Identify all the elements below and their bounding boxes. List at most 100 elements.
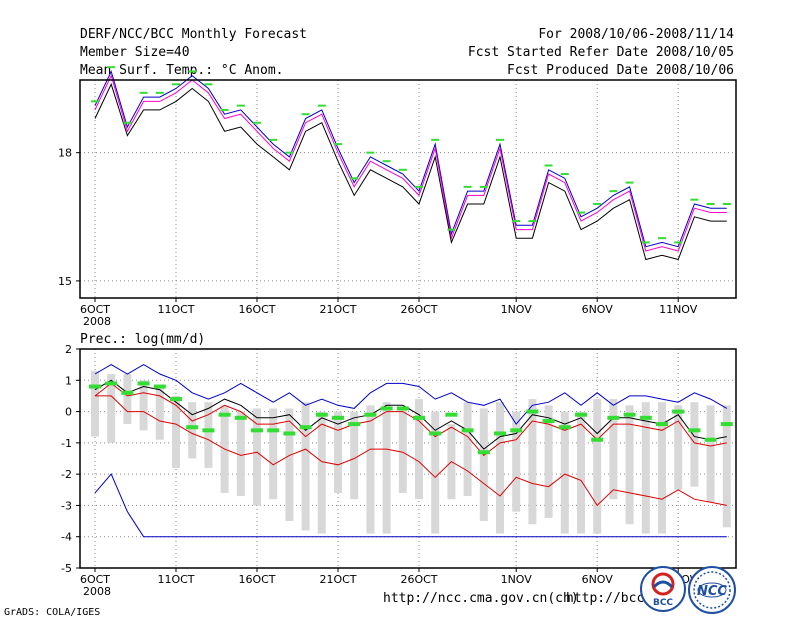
temp-observed-marker [204, 83, 213, 86]
temp-observed-marker [674, 241, 683, 244]
prec-xtick-label: 11OCT [157, 573, 194, 586]
prec-observed-marker [170, 397, 182, 402]
prec-observed-marker [494, 431, 506, 436]
temp-observed-marker [172, 83, 180, 86]
prec-observed-marker [315, 412, 328, 417]
prec-range-bar [431, 411, 440, 534]
prec-range-bar [415, 399, 423, 500]
temp-observed-marker [463, 185, 472, 188]
prec-observed-marker [137, 381, 150, 386]
prec-observed-marker [575, 412, 587, 417]
temp-xtick-label: 6NOV [582, 303, 614, 316]
temp-series-upper [94, 70, 727, 248]
prec-observed-marker [542, 418, 555, 423]
prec-range-bar [512, 411, 521, 512]
bcc-logo-text: BCC [653, 598, 673, 608]
prec-series-mean_sd [94, 382, 727, 457]
ncc-logo-mark: NCC [693, 571, 731, 609]
temp-observed-marker [301, 113, 310, 116]
prec-range-bar [479, 408, 488, 522]
temp-observed-marker [593, 202, 602, 205]
temp-observed-marker [317, 104, 326, 107]
prec-xtick-year: 2008 [83, 585, 111, 598]
footer-url-bcc[interactable]: http://bcc.c [566, 591, 660, 606]
prec-observed-marker [234, 415, 247, 420]
temp-observed-marker [609, 190, 618, 193]
prec-observed-marker [218, 412, 231, 417]
bcc-logo-mark: BCC [651, 572, 675, 608]
prec-ytick-label: -1 [61, 437, 72, 450]
temp-observed-marker [528, 220, 537, 223]
prec-range-bar [528, 399, 537, 525]
prec-observed-marker [623, 412, 636, 417]
prec-observed-marker [591, 437, 604, 442]
prec-observed-marker [445, 412, 458, 417]
temp-observed-marker [560, 173, 569, 176]
grads-credit: GrADS: COLA/IGES [4, 607, 101, 618]
prec-observed-marker [202, 428, 215, 433]
temp-xtick-year: 2008 [83, 315, 111, 328]
prec-range-bar [350, 411, 359, 500]
prec-observed-marker [105, 381, 118, 386]
prec-observed-marker [348, 422, 361, 427]
prec-xtick-label: 16OCT [238, 573, 275, 586]
temp-series-mean [94, 74, 727, 252]
temp-observed-marker [107, 66, 116, 69]
footer-url-ncc[interactable]: http://ncc.cma.gov.cn(ch) [383, 591, 579, 606]
prec-observed-marker [380, 406, 393, 411]
prec-xtick-label: 26OCT [400, 573, 437, 586]
chart-title: DERF/NCC/BCC Monthly Forecast [80, 27, 307, 42]
temp-observed-marker [496, 138, 504, 141]
temp-observed-marker [334, 143, 342, 146]
prec-ytick-label: 2 [65, 343, 72, 356]
prec-observed-marker [186, 425, 199, 430]
prec-range-bar [301, 402, 310, 531]
prec-range-bar [609, 399, 618, 500]
temp-xtick-label: 26OCT [400, 303, 437, 316]
prec-range-bar [172, 395, 180, 468]
prec-observed-marker [299, 425, 312, 430]
prec-observed-marker [672, 409, 685, 414]
prec-observed-marker [526, 409, 539, 414]
forecast-period: For 2008/10/06-2008/11/14 [538, 27, 734, 42]
temp-observed-marker [625, 181, 634, 184]
prec-range-bar [625, 405, 634, 525]
prec-observed-marker [607, 415, 620, 420]
temp-xtick-label: 1NOV [501, 303, 533, 316]
prec-range-bar [334, 411, 342, 493]
prec-range-bar [722, 405, 731, 528]
variable-label: Mean Surf. Temp.: °C Anom. [80, 63, 284, 78]
prec-observed-marker [364, 412, 377, 417]
prec-observed-marker [704, 437, 717, 442]
prec-range-bar [107, 374, 116, 443]
prec-observed-marker [251, 428, 263, 433]
member-size-label: Member Size=40 [80, 45, 190, 60]
prec-range-bar [560, 411, 569, 534]
prec-xtick-label: 6OCT [80, 573, 110, 586]
temp-observed-marker [722, 202, 731, 205]
temp-observed-marker [139, 91, 148, 94]
prec-ytick-label: -3 [61, 499, 72, 512]
prec-range-bar [463, 402, 472, 497]
prec-range-bar [253, 408, 261, 506]
prec-observed-marker [121, 390, 134, 395]
prec-observed-marker [639, 415, 652, 420]
prec-observed-marker [656, 422, 668, 427]
temp-observed-marker [431, 138, 440, 141]
prec-series-min [94, 473, 727, 538]
prec-observed-marker [283, 431, 296, 436]
prec-ytick-label: 0 [65, 406, 72, 419]
prec-range-bar [188, 402, 197, 459]
prec-range-bar [366, 405, 375, 534]
prec-xtick-label: 1NOV [501, 573, 533, 586]
temp-observed-marker [285, 151, 294, 154]
temp-observed-marker [544, 164, 553, 167]
temp-observed-marker [188, 70, 197, 73]
temp-observed-marker [220, 108, 229, 111]
temp-observed-marker [479, 185, 488, 188]
prec-range-bar [398, 408, 407, 493]
prec-observed-marker [89, 384, 101, 389]
prec-observed-marker [558, 425, 571, 430]
temp-observed-marker [123, 121, 132, 124]
prec-range-bar [139, 380, 148, 431]
